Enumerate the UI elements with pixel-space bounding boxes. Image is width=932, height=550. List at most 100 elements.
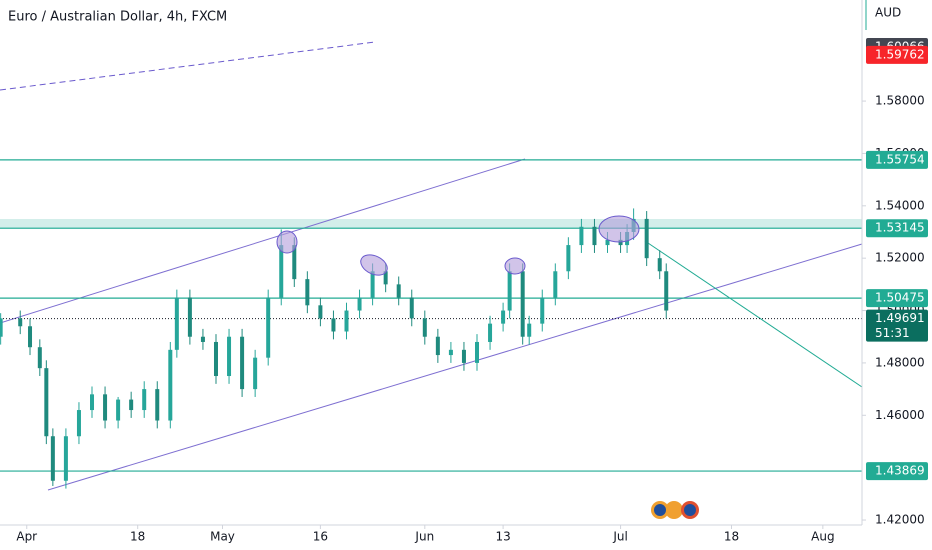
event-icon	[665, 501, 683, 519]
candle-body	[213, 341, 218, 377]
candle-body	[618, 239, 623, 246]
x-tick-label: 18	[130, 530, 145, 544]
level-label-box	[866, 289, 928, 308]
candle-body	[227, 336, 232, 377]
candle-body	[129, 399, 134, 411]
candle-body	[63, 436, 68, 481]
candle-body	[488, 323, 493, 342]
candle-body	[200, 336, 205, 342]
candle-body	[507, 271, 512, 311]
candle-body	[344, 310, 349, 332]
candle-body	[422, 318, 427, 337]
level-label: 1.59762	[875, 47, 925, 61]
candle-body	[370, 271, 375, 298]
level-label: 1.43869	[875, 464, 925, 478]
level-label-box	[866, 219, 928, 238]
candle-body	[103, 394, 108, 421]
chart-title: Euro / Australian Dollar, 4h, FXCM	[8, 10, 227, 25]
candle-body	[266, 297, 271, 358]
candle-body	[18, 318, 23, 327]
candle-body	[187, 297, 192, 337]
y-tick-label: 1.54000	[875, 198, 925, 212]
y-tick-label: 1.46000	[875, 408, 925, 422]
x-tick-label: May	[210, 530, 235, 544]
candle-body	[409, 297, 414, 319]
y-tick-label: 1.48000	[875, 355, 925, 369]
highlights	[276, 215, 640, 276]
x-tick-label: Aug	[811, 530, 834, 544]
candle-body	[579, 226, 584, 246]
event-icon	[684, 504, 696, 516]
candle-body	[396, 284, 401, 298]
candle-body	[279, 245, 284, 298]
candle-body	[0, 318, 3, 337]
descending-trendline	[644, 240, 863, 388]
event-icons	[651, 501, 699, 519]
candle-body	[142, 389, 147, 411]
candle-body	[318, 305, 323, 319]
x-tick-label: 16	[313, 530, 328, 544]
candle-body	[331, 318, 336, 332]
candle-body	[448, 349, 453, 356]
candle-body	[644, 218, 649, 259]
candle-body	[383, 271, 388, 285]
candle-body	[292, 245, 297, 280]
level-label-box	[866, 462, 928, 481]
x-tick-label: Jul	[612, 530, 627, 544]
highlight	[598, 215, 640, 243]
y-tick-label: 1.58000	[875, 94, 925, 108]
plot-area	[0, 41, 863, 491]
x-tick-label: Apr	[16, 530, 37, 544]
candle-body	[305, 279, 310, 306]
candle-body	[90, 394, 95, 411]
candle-body	[253, 357, 258, 390]
level-label-box	[866, 45, 928, 64]
candle-body	[566, 245, 571, 272]
candle-body	[461, 349, 466, 363]
x-tick-label: 13	[495, 530, 510, 544]
candle-body	[44, 368, 49, 437]
event-icon	[654, 504, 666, 516]
candle-body	[501, 310, 506, 324]
candle-body	[605, 239, 610, 246]
highlight	[276, 230, 298, 254]
candle-body	[76, 410, 81, 437]
candle-body	[435, 336, 440, 356]
candle-body	[357, 297, 362, 311]
x-tick-label: 18	[724, 530, 739, 544]
price-axis-bg	[862, 0, 932, 550]
resistance-zone	[0, 219, 862, 229]
currency: AUD	[875, 6, 901, 20]
level-label-box	[866, 150, 928, 169]
dashed-trendline	[0, 41, 376, 91]
candle-body	[174, 297, 179, 350]
candle-body	[475, 341, 480, 363]
last-price-label: 1.49691	[875, 311, 925, 325]
candle-body	[240, 336, 245, 390]
candle-body	[155, 389, 160, 421]
candle-body	[540, 297, 545, 324]
highlight	[360, 254, 388, 276]
candle-body	[657, 258, 662, 272]
level-label: 1.50475	[875, 291, 925, 305]
candle-body	[592, 226, 597, 246]
last-price-box	[866, 309, 928, 342]
candle-body	[520, 271, 525, 337]
candle-body	[664, 271, 669, 311]
channel-lower	[47, 243, 863, 491]
candle-body	[527, 323, 532, 337]
x-tick-label: Jun	[414, 530, 434, 544]
candle-body	[168, 349, 173, 421]
candle-body	[553, 271, 558, 298]
countdown: 51:31	[875, 326, 910, 340]
candle-body	[116, 399, 121, 421]
candle-body	[37, 347, 42, 369]
candle-body	[50, 436, 55, 481]
level-label: 1.53145	[875, 221, 925, 235]
level-label: 1.55754	[875, 152, 925, 166]
axes: 1.420001.460001.480001.500001.520001.540…	[16, 37, 928, 544]
candle-body	[28, 326, 33, 348]
channel-upper	[0, 158, 526, 324]
